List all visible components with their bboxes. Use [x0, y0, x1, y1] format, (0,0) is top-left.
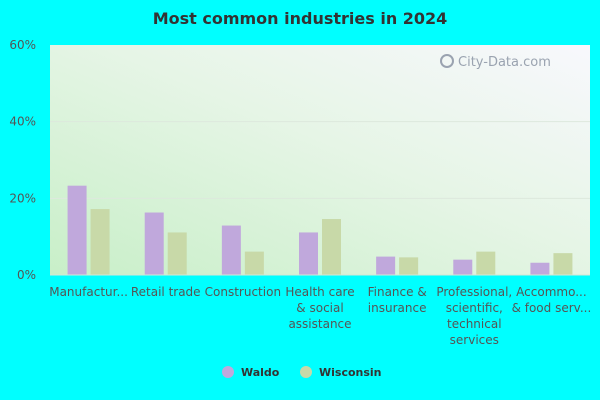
- watermark-text: City-Data.com: [458, 55, 551, 70]
- x-category-label: Manufactur...: [49, 285, 128, 299]
- bar-waldo: [299, 232, 318, 275]
- bar-waldo: [530, 262, 550, 275]
- bar-waldo: [453, 259, 473, 275]
- bar-waldo: [376, 256, 396, 275]
- y-tick-label: 40%: [9, 115, 36, 129]
- x-category-label: Retail trade: [131, 285, 201, 299]
- legend-swatch-wisconsin: [300, 366, 312, 378]
- legend-label-waldo: Waldo: [241, 366, 280, 379]
- x-category-label: Finance & insurance: [368, 285, 427, 315]
- legend-label-wisconsin: Wisconsin: [319, 366, 382, 379]
- bar-wisconsin: [399, 257, 419, 275]
- bar-waldo: [67, 185, 87, 275]
- x-category-label: Health care & social assistance: [285, 285, 354, 331]
- x-category-label: Professional, scientific, technical service…: [436, 285, 512, 347]
- bar-wisconsin: [167, 232, 187, 275]
- bar-wisconsin: [553, 253, 573, 275]
- plot-area: [50, 45, 590, 275]
- bar-wisconsin: [476, 251, 496, 275]
- bar-waldo: [221, 225, 241, 275]
- y-tick-label: 20%: [9, 191, 36, 205]
- y-tick-label: 0%: [17, 268, 36, 282]
- magnifier-icon: [440, 54, 454, 68]
- bar-waldo: [144, 212, 164, 275]
- watermark: City-Data.com: [440, 54, 551, 70]
- bar-wisconsin: [90, 209, 110, 275]
- x-category-label: Construction: [205, 285, 281, 299]
- x-category-label: Accommo... & food serv...: [512, 285, 592, 315]
- legend: Waldo Wisconsin: [222, 366, 382, 379]
- bar-wisconsin: [322, 219, 341, 275]
- chart-title: Most common industries in 2024: [153, 9, 448, 28]
- legend-swatch-waldo: [222, 366, 234, 378]
- y-tick-label: 60%: [9, 38, 36, 52]
- bar-wisconsin: [244, 251, 264, 275]
